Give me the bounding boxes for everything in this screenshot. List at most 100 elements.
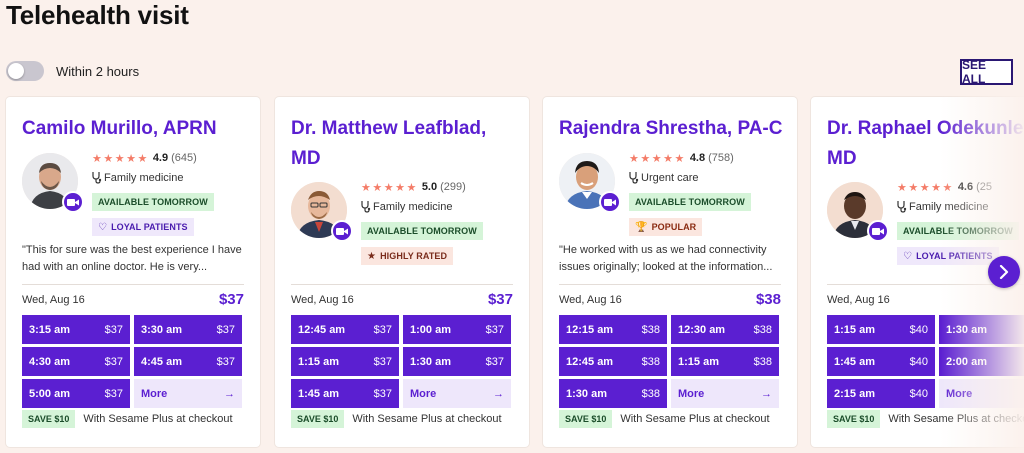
provider-name[interactable]: Dr. Matthew Leafblad, MD bbox=[291, 118, 487, 169]
video-visit-icon bbox=[599, 191, 621, 213]
more-times-button[interactable]: More→ bbox=[403, 379, 511, 408]
visit-price: $37 bbox=[487, 291, 513, 308]
visit-price: $38 bbox=[755, 291, 781, 308]
star-icon: ★ bbox=[367, 250, 377, 262]
rating-value: 4.6 bbox=[957, 181, 974, 193]
save-badge: SAVE $10 bbox=[559, 410, 613, 428]
star-rating-icon: ★★★★★ bbox=[629, 152, 686, 165]
toggle-knob bbox=[8, 63, 24, 79]
review-snippet: "This for sure was the best experience I… bbox=[22, 244, 242, 273]
more-times-button[interactable]: More→ bbox=[671, 379, 779, 408]
visit-price: $37 bbox=[218, 291, 244, 308]
video-visit-icon bbox=[867, 220, 889, 242]
time-slot[interactable]: 3:30 am $37 bbox=[134, 315, 242, 344]
rating-value: 5.0 bbox=[421, 181, 438, 193]
specialty: Family medicine bbox=[104, 172, 184, 184]
available-tomorrow-badge: AVAILABLE TOMORROW bbox=[897, 222, 1019, 240]
review-count: (25 bbox=[976, 181, 993, 193]
avatar bbox=[22, 153, 84, 213]
chevron-right-icon bbox=[999, 265, 1009, 279]
rating-value: 4.9 bbox=[152, 152, 169, 164]
video-visit-icon bbox=[331, 220, 353, 242]
review-count: (645) bbox=[171, 152, 197, 164]
loyal-patients-badge: ♡ LOYAL PATIENTS bbox=[92, 218, 194, 236]
time-slots: 3:15 am $37 3:30 am $37 4:30 am $37 4:45 am… bbox=[22, 315, 244, 408]
time-slot[interactable]: 1:30 am $37 bbox=[403, 347, 511, 376]
more-times-button[interactable]: More→ bbox=[134, 379, 242, 408]
sesame-plus-text: With Sesame Plus at checkout bbox=[620, 413, 770, 425]
within-2-hours-filter: Within 2 hours bbox=[6, 61, 139, 81]
review-count: (758) bbox=[708, 152, 734, 164]
avatar bbox=[291, 182, 353, 242]
provider-name[interactable]: Rajendra Shrestha, PA-C bbox=[559, 118, 783, 139]
save-badge: SAVE $10 bbox=[291, 410, 345, 428]
available-tomorrow-badge: AVAILABLE TOMORROW bbox=[361, 222, 483, 240]
divider bbox=[291, 284, 513, 285]
arrow-right-icon: → bbox=[224, 387, 235, 400]
specialty: Family medicine bbox=[373, 201, 453, 213]
avatar bbox=[559, 153, 621, 213]
stethoscope-icon bbox=[92, 172, 102, 184]
time-slot[interactable]: 12:30 am $38 bbox=[671, 315, 779, 344]
provider-card[interactable]: Rajendra Shrestha, PA-C ★★★★★ 4.8 (758) … bbox=[543, 97, 797, 447]
divider bbox=[559, 284, 781, 285]
review-snippet: "He worked with us as we had connectivit… bbox=[559, 244, 773, 273]
time-slot[interactable]: 1:00 am $37 bbox=[403, 315, 511, 344]
time-slot[interactable]: 1:45 am $37 bbox=[291, 379, 399, 408]
time-slot[interactable]: 12:45 am $38 bbox=[559, 347, 667, 376]
appointment-date: Wed, Aug 16 bbox=[827, 294, 890, 306]
heart-icon: ♡ bbox=[903, 250, 913, 262]
divider bbox=[827, 284, 1024, 285]
provider-card[interactable]: Camilo Murillo, APRN ★★★★★ 4.9 (645) Fam… bbox=[6, 97, 260, 447]
time-slot[interactable]: 1:30 am bbox=[939, 315, 1024, 344]
toggle-label: Within 2 hours bbox=[56, 63, 140, 79]
divider bbox=[22, 284, 244, 285]
provider-card[interactable]: Dr. Matthew Leafblad, MD ★★★★★ 5.0 (299) bbox=[275, 97, 529, 447]
time-slot[interactable]: 2:00 am bbox=[939, 347, 1024, 376]
more-times-button[interactable]: More→ bbox=[939, 379, 1024, 408]
provider-name[interactable]: Dr. Raphael Odekunle, MD bbox=[827, 118, 1024, 169]
arrow-right-icon: → bbox=[761, 387, 772, 400]
time-slot[interactable]: 12:15 am $38 bbox=[559, 315, 667, 344]
provider-photo bbox=[291, 182, 347, 238]
see-all-button[interactable]: SEE ALL bbox=[960, 58, 1013, 86]
highly-rated-badge: ★ HIGHLY RATED bbox=[361, 247, 454, 265]
heart-icon: ♡ bbox=[98, 221, 108, 233]
stethoscope-icon bbox=[361, 201, 371, 213]
time-slot[interactable]: 2:15 am $40 bbox=[827, 379, 935, 408]
stethoscope-icon bbox=[629, 172, 639, 184]
time-slot[interactable]: 1:30 am $38 bbox=[559, 379, 667, 408]
page-title: Telehealth visit bbox=[6, 0, 189, 30]
star-rating-icon: ★★★★★ bbox=[361, 181, 418, 194]
trophy-icon: 🏆 bbox=[635, 221, 648, 233]
time-slots: 12:45 am $37 1:00 am $37 1:15 am $37 1:30 a… bbox=[291, 315, 513, 408]
time-slot[interactable]: 5:00 am $37 bbox=[22, 379, 130, 408]
provider-photo bbox=[22, 153, 78, 209]
time-slot[interactable]: 1:45 am $40 bbox=[827, 347, 935, 376]
time-slot[interactable]: 1:15 am $40 bbox=[827, 315, 935, 344]
time-slot[interactable]: 1:15 am $37 bbox=[291, 347, 399, 376]
provider-photo bbox=[559, 153, 615, 209]
save-badge: SAVE $10 bbox=[827, 410, 881, 428]
review-count: (299) bbox=[440, 181, 466, 193]
time-slots: 1:15 am $40 1:30 am 1:45 am $40 2:00 am 2:… bbox=[827, 315, 1024, 408]
appointment-date: Wed, Aug 16 bbox=[559, 294, 622, 306]
time-slot[interactable]: 3:15 am $37 bbox=[22, 315, 130, 344]
time-slot[interactable]: 4:45 am $37 bbox=[134, 347, 242, 376]
time-slot[interactable]: 1:15 am $38 bbox=[671, 347, 779, 376]
time-slots: 12:15 am $38 12:30 am $38 12:45 am $38 1:15… bbox=[559, 315, 781, 408]
star-rating-icon: ★★★★★ bbox=[92, 152, 149, 165]
avatar bbox=[827, 182, 889, 242]
appointment-date: Wed, Aug 16 bbox=[291, 294, 354, 306]
sesame-plus-text: With Sesame Plus at checkout bbox=[352, 413, 502, 425]
popular-badge: 🏆 POPULAR bbox=[629, 218, 703, 236]
within-2-hours-toggle[interactable] bbox=[6, 61, 44, 81]
provider-name[interactable]: Camilo Murillo, APRN bbox=[22, 118, 217, 139]
appointment-date: Wed, Aug 16 bbox=[22, 294, 85, 306]
save-badge: SAVE $10 bbox=[22, 410, 76, 428]
specialty: Urgent care bbox=[641, 172, 699, 184]
time-slot[interactable]: 4:30 am $37 bbox=[22, 347, 130, 376]
time-slot[interactable]: 12:45 am $37 bbox=[291, 315, 399, 344]
carousel-next-button[interactable] bbox=[988, 256, 1020, 288]
available-tomorrow-badge: AVAILABLE TOMORROW bbox=[92, 193, 214, 211]
